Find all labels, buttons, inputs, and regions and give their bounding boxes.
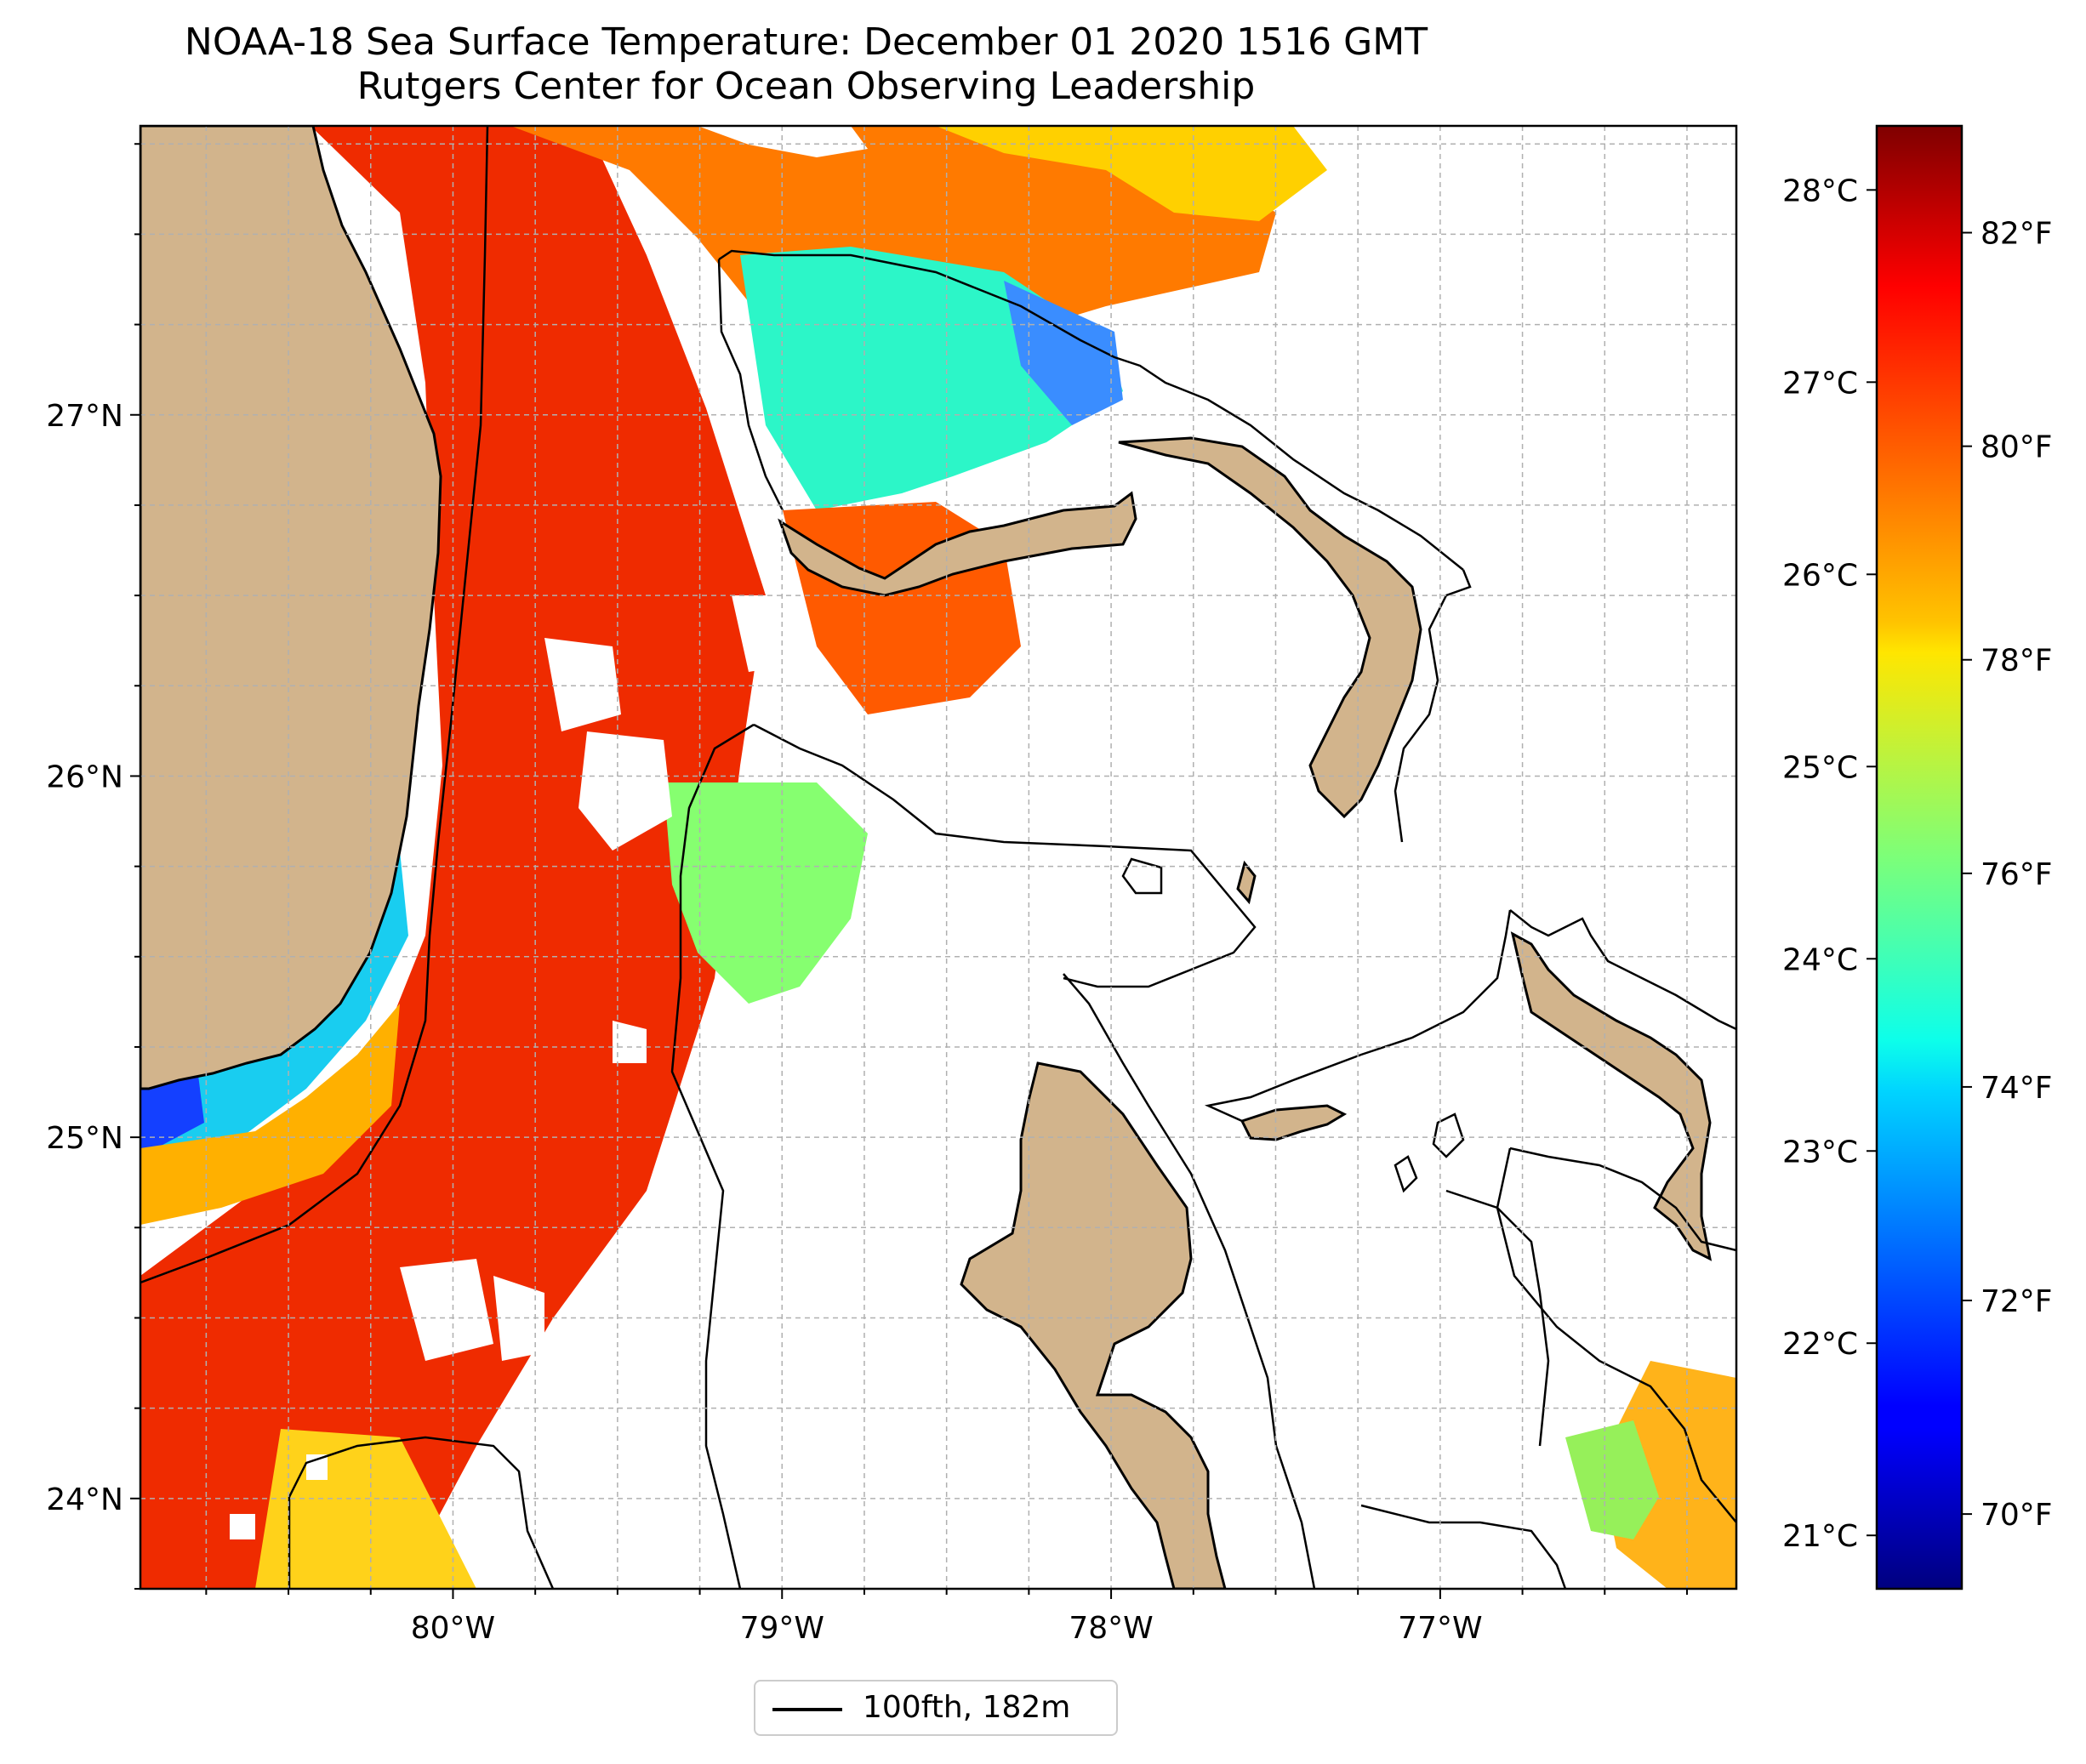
grand-bahama (778, 491, 1137, 597)
map-frame (139, 124, 1738, 1590)
fahrenheit-tick-label: 70°F (1981, 1498, 2053, 1533)
map-subtitle: Rutgers Center for Ocean Observing Leade… (356, 65, 1256, 108)
lat-tick-label: 24°N (46, 1482, 123, 1517)
fahrenheit-tick-label: 78°F (1981, 644, 2053, 679)
new-providence (1240, 1104, 1348, 1141)
lon-tick-label: 77°W (1398, 1611, 1482, 1646)
colorbar-ticks: 70°F 72°F 74°F 76°F 78°F 80°F 82°F 21°C 22°C 23°C… (1782, 174, 2052, 1554)
colorbar-gradient (1875, 124, 1963, 1590)
gridlines (140, 126, 1736, 1589)
berry-islands (1236, 860, 1257, 905)
lat-tick-label: 27°N (46, 399, 123, 434)
lat-tick-label: 25°N (46, 1121, 123, 1156)
axis-ticks: 80°W 79°W 78°W 77°W 24°N 25°N 26°N 27°N (46, 143, 1688, 1646)
celsius-tick-label: 23°C (1782, 1135, 1858, 1169)
legend-isobath-line (772, 1708, 842, 1711)
celsius-tick-label: 21°C (1782, 1519, 1858, 1554)
celsius-tick-label: 28°C (1782, 174, 1858, 208)
abaco (1118, 436, 1422, 819)
lon-tick-label: 79°W (740, 1611, 824, 1646)
map-title: NOAA-18 Sea Surface Temperature: Decembe… (184, 20, 1428, 64)
lat-tick-label: 26°N (46, 760, 123, 794)
andros (960, 1061, 1227, 1589)
florida-peninsula (140, 126, 442, 1090)
lon-tick-label: 78°W (1069, 1611, 1153, 1646)
land (140, 126, 1713, 1589)
fahrenheit-tick-label: 80°F (1981, 430, 2053, 465)
isobath-100fth (140, 126, 1736, 1589)
celsius-tick-label: 25°C (1782, 750, 1858, 785)
celsius-tick-label: 26°C (1782, 558, 1858, 593)
eleuthera (1510, 931, 1713, 1261)
celsius-tick-label: 22°C (1782, 1327, 1858, 1362)
celsius-tick-label: 27°C (1782, 366, 1858, 401)
fahrenheit-tick-label: 72°F (1981, 1284, 2053, 1319)
map-area (140, 126, 1736, 1589)
fahrenheit-tick-label: 74°F (1981, 1071, 2053, 1106)
fahrenheit-tick-label: 82°F (1981, 217, 2053, 252)
legend: 100fth, 182m (754, 1680, 1118, 1736)
celsius-tick-label: 24°C (1782, 942, 1858, 977)
fahrenheit-tick-label: 76°F (1981, 857, 2053, 892)
legend-isobath-label: 100fth, 182m (863, 1690, 1071, 1725)
lon-tick-label: 80°W (411, 1611, 495, 1646)
